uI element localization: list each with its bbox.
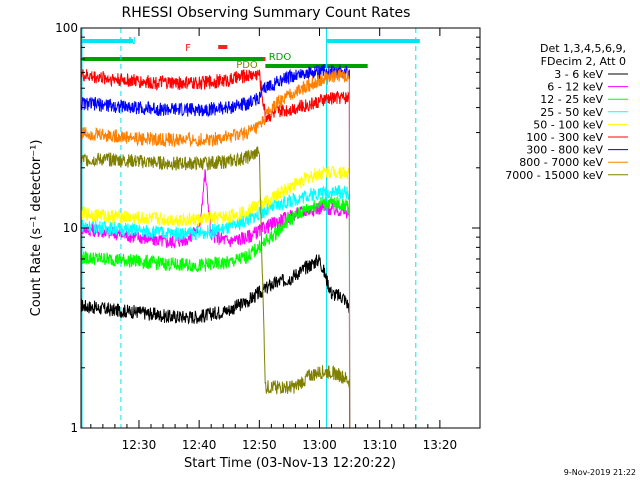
y-tick-label: 1 [70,421,78,435]
x-tick-label: 12:30 [122,438,157,452]
series-line-6-12-kev [80,169,351,429]
legend-label-6-12-kev: 6 - 12 keV [547,81,603,94]
series-line-12-25-kev [80,196,351,429]
legend-label-3-6-kev: 3 - 6 keV [554,68,603,81]
y-tick-label: 10 [63,221,78,235]
legend-label-100-300-kev: 100 - 300 keV [526,131,603,144]
series-line-25-50-kev [80,184,351,429]
legend-label-7000-15000-kev: 7000 - 15000 keV [505,169,603,182]
series-line-300-800-kev [80,64,351,429]
series-line-7000-15000-kev [80,146,351,429]
chart-title: RHESSI Observing Summary Count Rates [122,5,411,21]
flag-label-pdo: PDO [236,60,258,71]
legend-label-50-100-kev: 50 - 100 keV [533,118,603,131]
legend: Det 1,3,4,5,6,9, FDecim 2, Att 0 3 - 6 k… [505,42,628,182]
legend-header-line-1: Det 1,3,4,5,6,9, [540,42,626,55]
legend-label-300-800-kev: 300 - 800 keV [526,144,603,157]
legend-label-12-25-kev: 12 - 25 keV [540,93,603,106]
x-tick-label: 13:10 [362,438,397,452]
flag-label-f: F [185,43,191,54]
x-tick-label: 13:00 [302,438,337,452]
flag-label-n: N [128,36,135,47]
series-line-50-100-kev [80,165,351,429]
x-tick-label: 12:40 [182,438,217,452]
flag-bars: N F RDO PDO [81,36,420,71]
generated-timestamp: 9-Nov-2019 21:22 [564,468,636,477]
x-axis-label: Start Time (03-Nov-13 12:20:22) [184,456,396,471]
series-lines [80,64,351,429]
series-line-3-6-kev [80,254,351,429]
legend-label-25-50-kev: 25 - 50 keV [540,106,603,119]
y-tick-label: 100 [55,21,78,35]
axis-ticks: 12:30 12:40 12:50 13:00 13:10 13:20 1 10 100 [55,21,480,452]
legend-label-800-7000-kev: 800 - 7000 keV [519,156,603,169]
flag-label-rdo: RDO [269,52,292,63]
x-tick-label: 13:20 [423,438,458,452]
y-axis-label: Count Rate (s⁻¹ detector⁻¹) [29,140,44,317]
x-tick-label: 12:50 [242,438,277,452]
series-line-100-300-kev [80,69,351,429]
series-line-800-7000-kev [80,68,351,429]
legend-header-line-2: FDecim 2, Att 0 [541,55,626,68]
